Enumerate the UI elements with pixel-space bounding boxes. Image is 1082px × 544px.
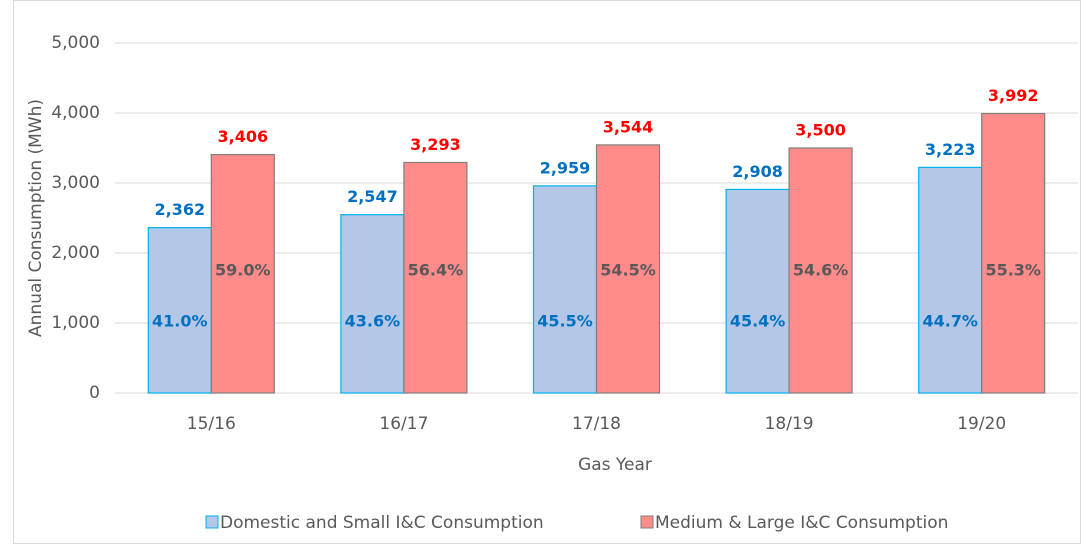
bar <box>725 188 790 394</box>
data-label: 2,362 <box>154 200 205 219</box>
legend-label: Domestic and Small I&C Consumption <box>220 513 544 533</box>
data-label: 3,406 <box>217 127 268 146</box>
data-label: 3,500 <box>795 121 846 140</box>
share-label: 56.4% <box>408 261 464 280</box>
data-label: 3,544 <box>603 117 654 136</box>
legend-swatch <box>205 515 219 529</box>
data-label: 2,959 <box>540 158 591 177</box>
x-tick-label: 15/16 <box>187 414 236 434</box>
share-label: 54.5% <box>600 261 656 280</box>
share-label: 45.5% <box>537 312 593 331</box>
share-label: 54.6% <box>793 261 849 280</box>
data-label: 3,223 <box>925 140 976 159</box>
data-label: 3,992 <box>988 86 1039 105</box>
x-tick-label: 16/17 <box>379 414 428 434</box>
y-tick-label: 0 <box>89 383 100 403</box>
share-label: 55.3% <box>985 261 1041 280</box>
bar <box>210 153 275 394</box>
bar <box>595 144 661 394</box>
y-axis-title: Annual Consumption (MWh) <box>26 99 46 337</box>
share-label: 44.7% <box>922 312 978 331</box>
y-tick-label: 5,000 <box>51 33 100 53</box>
bar <box>340 214 405 394</box>
y-tick-label: 1,000 <box>51 313 100 333</box>
y-tick-label: 3,000 <box>51 173 100 193</box>
data-label: 2,908 <box>732 162 783 181</box>
share-label: 59.0% <box>215 261 271 280</box>
bar <box>981 112 1046 394</box>
y-tick-label: 4,000 <box>51 103 100 123</box>
data-label: 2,547 <box>347 187 398 206</box>
bar <box>918 166 983 394</box>
share-label: 45.4% <box>730 312 786 331</box>
share-label: 41.0% <box>152 312 208 331</box>
x-tick-label: 18/19 <box>765 414 814 434</box>
y-tick-label: 2,000 <box>51 243 100 263</box>
bar <box>788 147 853 394</box>
data-label: 3,293 <box>410 135 461 154</box>
legend-swatch <box>640 515 654 529</box>
x-tick-label: 19/20 <box>957 414 1006 434</box>
x-axis-title: Gas Year <box>578 455 652 475</box>
x-tick-label: 17/18 <box>572 414 621 434</box>
bar <box>532 185 598 394</box>
share-label: 43.6% <box>345 312 401 331</box>
legend-label: Medium & Large I&C Consumption <box>655 513 948 533</box>
bar <box>147 227 212 394</box>
bar <box>403 161 468 394</box>
